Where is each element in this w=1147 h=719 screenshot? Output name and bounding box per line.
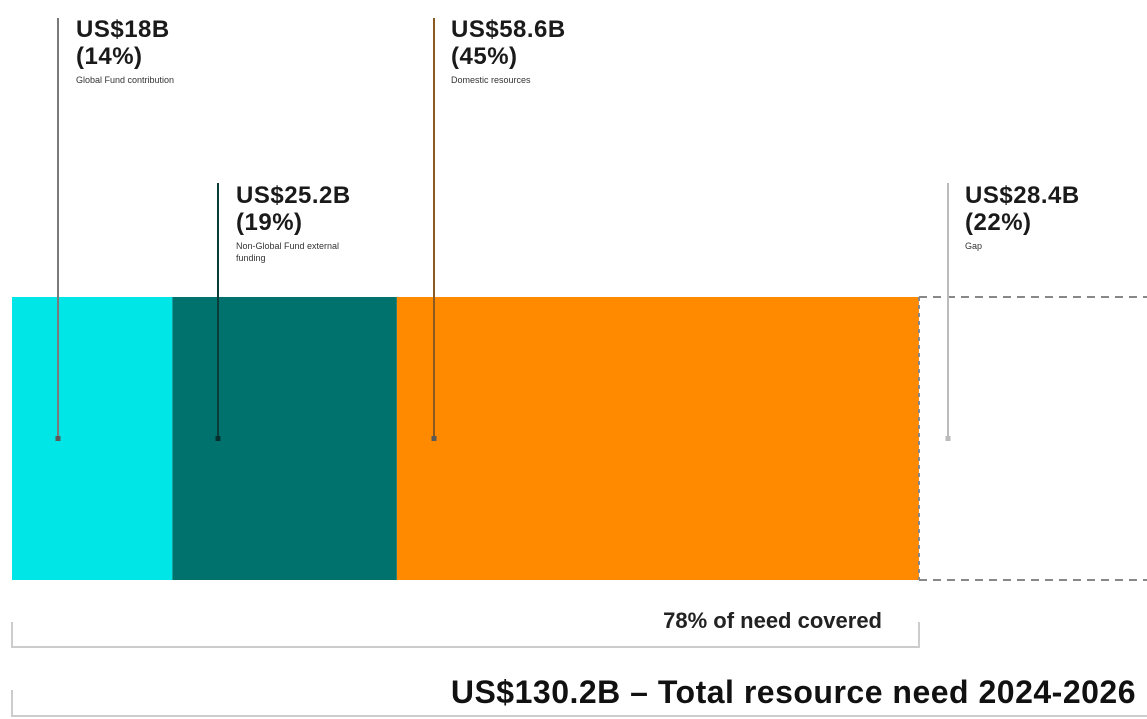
- leader-dot-domestic-resources: [431, 436, 437, 441]
- segment-label-global-fund: US$18B (14%) Global Fund contribution: [76, 16, 174, 86]
- total-need-label: US$130.2B – Total resource need 2024-202…: [450, 674, 1136, 710]
- segment-value: US$25.2B: [236, 182, 351, 209]
- bar-segment-non-global-fund-external-funding: [172, 297, 397, 580]
- segment-label-non-global-fund: US$25.2B (19%) Non-Global Fund external …: [236, 182, 351, 264]
- bar-segment-gap: [918, 297, 1147, 580]
- coverage-bracket: [11, 622, 920, 648]
- segment-description: Domestic resources: [451, 75, 531, 85]
- segment-description: Non-Global Fund external funding: [236, 241, 340, 263]
- segment-percent: (22%): [965, 209, 1032, 236]
- leader-dot-gap: [945, 436, 951, 441]
- coverage-label: 78% of need covered: [663, 608, 882, 633]
- leader-dot-global-fund-contribution: [55, 436, 61, 441]
- segment-label-domestic: US$58.6B (45%) Domestic resources: [451, 16, 566, 86]
- leader-dot-non-global-fund-external-funding: [215, 436, 221, 441]
- segment-value: US$28.4B: [965, 182, 1080, 209]
- segment-percent: (19%): [236, 209, 303, 236]
- bar-segment-domestic-resources: [396, 297, 919, 580]
- total-bracket: [11, 690, 1147, 717]
- segment-description: Gap: [965, 241, 983, 251]
- segment-percent: (14%): [76, 43, 143, 70]
- segment-description: Global Fund contribution: [76, 75, 175, 85]
- segment-percent: (45%): [451, 43, 518, 70]
- segment-label-gap: US$28.4B (22%) Gap: [965, 182, 1080, 252]
- bar-segment-global-fund-contribution: [12, 297, 173, 580]
- segment-value: US$18B: [76, 16, 170, 43]
- segment-value: US$58.6B: [451, 16, 566, 43]
